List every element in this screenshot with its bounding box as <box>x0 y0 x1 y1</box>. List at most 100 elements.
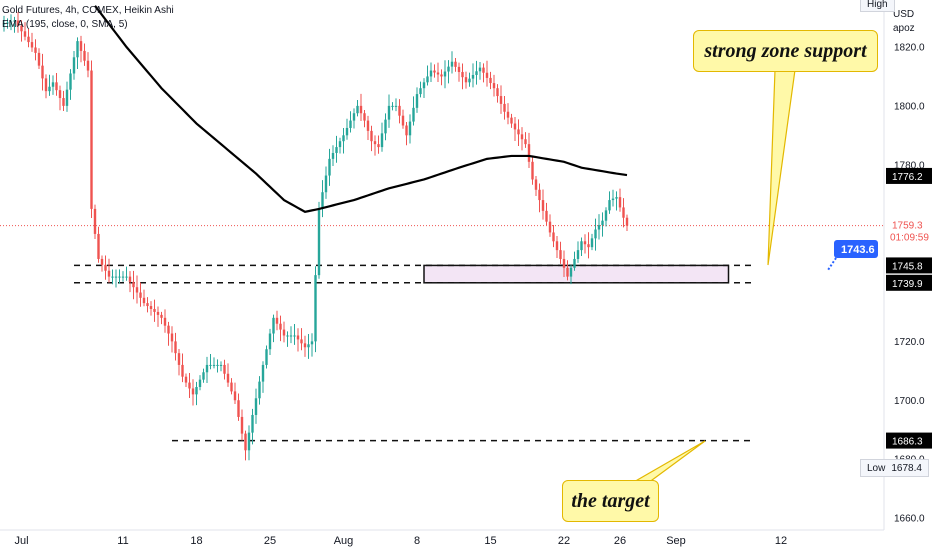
candle-body <box>436 72 440 75</box>
candle-body <box>324 175 328 193</box>
candle-body <box>338 141 342 148</box>
badge-box <box>834 240 878 258</box>
candle-body <box>443 71 447 77</box>
candle-body <box>510 117 513 124</box>
candle-body <box>132 281 135 288</box>
candle-body <box>555 241 559 251</box>
countdown-label: 01:09:59 <box>890 233 929 244</box>
ema-legend[interactable]: EMA (195, close, 0, SMA, 5) <box>2 19 128 30</box>
candle-body <box>268 333 272 350</box>
candle-body <box>394 105 398 107</box>
candle-body <box>202 372 205 380</box>
candle-body <box>527 144 531 162</box>
candle-body <box>461 72 464 78</box>
candle-body <box>198 379 202 388</box>
candle-body <box>2 23 6 25</box>
candle-body <box>303 343 307 348</box>
candle-body <box>622 207 625 218</box>
candle-body <box>450 61 454 67</box>
symbol-legend[interactable]: Gold Futures, 4h, COMEX, Heikin Ashi <box>2 5 174 16</box>
candle-body <box>552 232 555 242</box>
axis-mode-label: apoz <box>893 23 915 34</box>
candle-body <box>97 233 100 259</box>
candle-body <box>506 111 510 118</box>
candle-body <box>195 387 198 395</box>
candle-body <box>576 250 580 259</box>
candle-body <box>125 276 128 278</box>
candle-body <box>485 72 489 78</box>
candle-body <box>275 317 279 324</box>
candle-body <box>359 105 363 114</box>
candle-body <box>65 89 69 106</box>
candle-body <box>583 241 587 245</box>
y-tick-label: 1720.0 <box>894 337 925 348</box>
support-callout[interactable]: strong zone support <box>693 30 878 72</box>
level-axis-label: 1745.8 <box>892 261 923 272</box>
candle-body <box>188 382 191 389</box>
current-price-label: 1759.3 <box>892 221 923 232</box>
candle-body <box>69 73 72 90</box>
candle-body <box>163 317 167 326</box>
y-tick-label: 1800.0 <box>894 101 925 112</box>
x-tick-label: Sep <box>666 535 686 547</box>
candle-body <box>160 314 163 318</box>
candle-body <box>121 276 125 278</box>
candle-body <box>426 76 429 83</box>
candle-body <box>370 130 373 142</box>
candle-body <box>321 192 324 209</box>
candle-body <box>90 70 93 209</box>
ema-line <box>94 5 628 214</box>
low-label-box: Low 1678.4 <box>860 459 929 477</box>
candle-body <box>587 244 590 248</box>
candle-body <box>100 258 104 265</box>
candle-body <box>597 225 601 230</box>
x-tick-label: 15 <box>484 535 496 547</box>
candle-body <box>524 139 527 145</box>
candle-body <box>48 86 51 92</box>
candle-body <box>251 414 254 433</box>
candle-body <box>468 78 471 83</box>
candle-body <box>16 20 20 26</box>
candle-body <box>380 133 384 148</box>
chart-legend: Gold Futures, 4h, COMEX, Heikin Ashi EMA… <box>2 4 174 32</box>
level-axis-label: 1776.2 <box>892 172 923 183</box>
candle-body <box>9 21 13 23</box>
candle-body <box>223 364 226 374</box>
candle-body <box>205 364 209 373</box>
candle-body <box>37 52 41 66</box>
target-callout-text: the target <box>571 489 650 512</box>
candle-body <box>440 74 443 77</box>
candle-body <box>300 339 303 344</box>
candle-body <box>20 25 23 32</box>
candle-body <box>254 398 258 415</box>
x-tick-label: 22 <box>558 535 570 547</box>
candle-body <box>41 65 44 79</box>
candle-body <box>615 197 618 199</box>
candle-body <box>471 74 475 79</box>
candle-body <box>111 276 114 278</box>
candle-body <box>30 42 34 48</box>
candle-body <box>177 353 181 365</box>
candle-body <box>216 364 219 366</box>
y-tick-label: 1820.0 <box>894 43 925 54</box>
candle-body <box>412 107 415 122</box>
candle-body <box>464 77 468 83</box>
candle-body <box>13 20 16 22</box>
candle-body <box>352 113 356 121</box>
candle-body <box>478 67 482 72</box>
x-tick-label: 8 <box>414 535 420 547</box>
x-tick-label: 26 <box>614 535 626 547</box>
candle-body <box>307 344 310 348</box>
candle-body <box>114 276 118 278</box>
candle-body <box>261 364 265 382</box>
candle-body <box>569 267 573 277</box>
candle-body <box>286 335 289 337</box>
x-tick-label: 25 <box>264 535 276 547</box>
candle-body <box>230 382 233 392</box>
badge-label: 1743.6 <box>841 244 875 256</box>
candle-body <box>618 197 622 208</box>
target-callout[interactable]: the target <box>562 480 659 522</box>
support-callout-pointer <box>767 69 796 266</box>
